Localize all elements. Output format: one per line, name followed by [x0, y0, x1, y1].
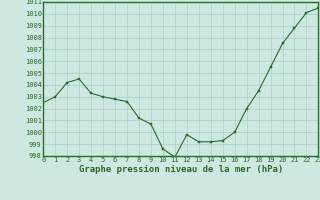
- X-axis label: Graphe pression niveau de la mer (hPa): Graphe pression niveau de la mer (hPa): [79, 165, 283, 174]
